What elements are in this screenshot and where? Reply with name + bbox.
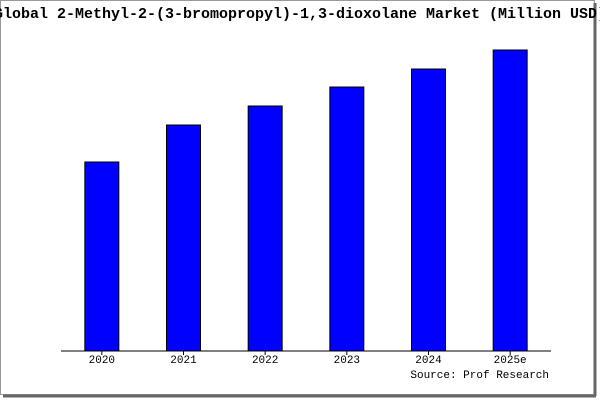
- x-tick-label: 2024: [415, 355, 442, 367]
- bar: [84, 161, 120, 352]
- x-tick-label: 2025e: [494, 355, 527, 367]
- bar: [247, 105, 283, 352]
- bar: [411, 68, 446, 352]
- x-tick-label: 2020: [89, 355, 115, 367]
- chart-title: Global 2-Methyl-2-(3-bromopropyl)-1,3-di…: [0, 6, 600, 23]
- bar: [492, 49, 528, 352]
- x-tick-label: 2022: [252, 355, 278, 367]
- bar: [329, 86, 365, 352]
- source-note: Source: Prof Research: [410, 370, 549, 382]
- x-tick-label: 2021: [170, 355, 197, 367]
- x-tick-label: 2023: [334, 355, 360, 367]
- bar: [166, 124, 201, 352]
